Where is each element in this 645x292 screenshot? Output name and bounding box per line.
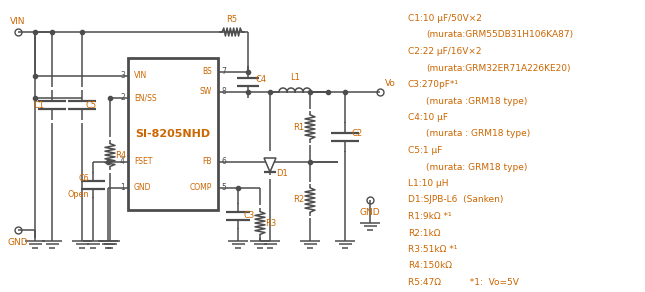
- Text: C3: C3: [243, 211, 254, 220]
- Text: (murata : GRM18 type): (murata : GRM18 type): [426, 129, 530, 138]
- Text: 8: 8: [221, 88, 226, 96]
- Text: 1: 1: [120, 183, 125, 192]
- Text: D1: D1: [276, 168, 288, 178]
- Text: GND: GND: [8, 238, 28, 247]
- Text: VIN: VIN: [134, 72, 147, 81]
- Text: FB: FB: [203, 157, 212, 166]
- Text: SW: SW: [200, 88, 212, 96]
- Text: COMP: COMP: [190, 183, 212, 192]
- Text: VIN: VIN: [10, 17, 26, 26]
- Text: R3: R3: [265, 218, 276, 227]
- Text: C3:270pF*¹: C3:270pF*¹: [408, 80, 459, 89]
- Text: Vo: Vo: [385, 79, 396, 88]
- Text: R1: R1: [293, 123, 304, 131]
- Text: R5:47Ω          *1:  Vo=5V: R5:47Ω *1: Vo=5V: [408, 278, 519, 287]
- Text: R2:1kΩ: R2:1kΩ: [408, 229, 441, 237]
- Text: R5: R5: [226, 15, 237, 24]
- Text: GND: GND: [134, 183, 152, 192]
- Text: R3:51kΩ *¹: R3:51kΩ *¹: [408, 245, 457, 254]
- Text: 6: 6: [221, 157, 226, 166]
- Text: L1:10 μH: L1:10 μH: [408, 179, 448, 188]
- Text: C5: C5: [86, 100, 97, 110]
- Text: C5:1 μF: C5:1 μF: [408, 146, 442, 155]
- Text: C1:10 μF/50V×2: C1:10 μF/50V×2: [408, 14, 482, 23]
- Text: R1:9kΩ *¹: R1:9kΩ *¹: [408, 212, 452, 221]
- Text: C2:22 μF/16V×2: C2:22 μF/16V×2: [408, 47, 482, 56]
- Text: C4:10 μF: C4:10 μF: [408, 113, 448, 122]
- Text: FSET: FSET: [134, 157, 152, 166]
- Text: GND: GND: [360, 208, 381, 217]
- Text: 3: 3: [120, 72, 125, 81]
- Text: C4: C4: [255, 76, 266, 84]
- Text: R2: R2: [293, 196, 304, 204]
- Polygon shape: [264, 158, 276, 172]
- Text: Open: Open: [68, 190, 89, 199]
- Text: C1: C1: [34, 100, 45, 110]
- Text: (murata: GRM18 type): (murata: GRM18 type): [426, 163, 528, 171]
- Text: L1: L1: [290, 73, 300, 82]
- Text: (murata:GRM55DB31H106KA87): (murata:GRM55DB31H106KA87): [426, 30, 573, 39]
- Text: R4:150kΩ: R4:150kΩ: [408, 262, 452, 270]
- Text: 5: 5: [221, 183, 226, 192]
- Text: SI-8205NHD: SI-8205NHD: [135, 129, 210, 139]
- Text: BS: BS: [203, 67, 212, 77]
- Text: (murata :GRM18 type): (murata :GRM18 type): [426, 96, 528, 105]
- Text: R4: R4: [115, 150, 126, 159]
- Bar: [128, 58, 218, 210]
- Text: D1:SJPB-L6  (Sanken): D1:SJPB-L6 (Sanken): [408, 196, 503, 204]
- Text: 4: 4: [120, 157, 125, 166]
- Text: 2: 2: [120, 93, 125, 102]
- Text: C2: C2: [352, 129, 363, 138]
- Text: (murata:GRM32ER71A226KE20): (murata:GRM32ER71A226KE20): [426, 63, 570, 72]
- Text: C6: C6: [79, 174, 89, 183]
- Text: EN/SS: EN/SS: [134, 93, 157, 102]
- Text: 7: 7: [221, 67, 226, 77]
